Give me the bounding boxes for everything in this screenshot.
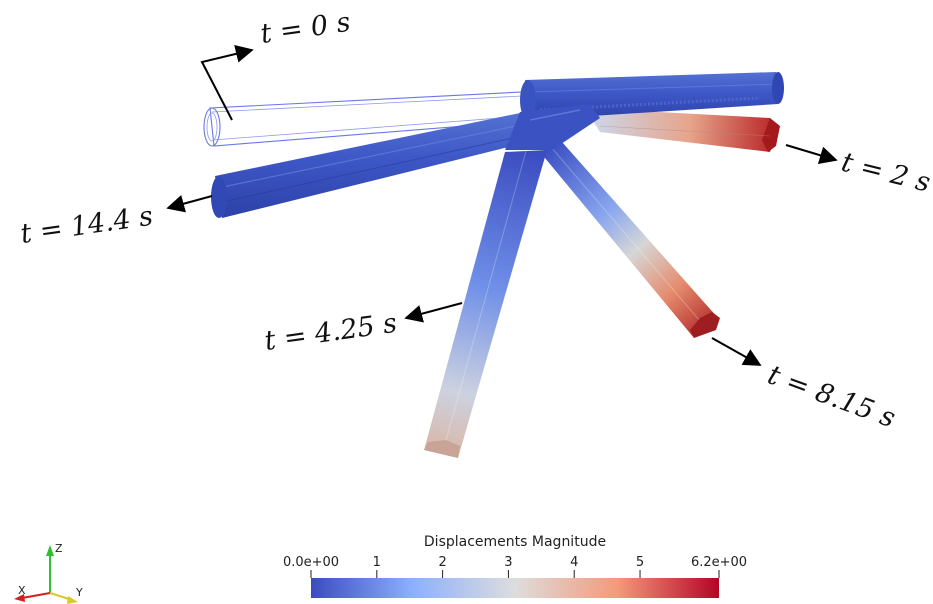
z-axis-arrow: [46, 545, 54, 556]
colorbar-gradient: [311, 578, 719, 598]
annotation-t14: t = 14.4 s: [19, 195, 213, 250]
colorbar-tick-label: 3: [504, 555, 512, 570]
color-legend: Displacements Magnitude 0.0e+00 1 2 3 4 5 6.2e…: [283, 534, 747, 598]
annotation-t0: t = 0 s: [200, 7, 353, 121]
axis-label-y: Y: [75, 586, 83, 599]
colorbar-tick-label: 6.2e+00: [691, 555, 747, 570]
colorbar-tick-label: 2: [438, 555, 446, 570]
label-t4: t = 4.25 s: [263, 308, 399, 357]
colorbar-tick-label: 0.0e+00: [283, 555, 339, 570]
tube-t2: [585, 108, 780, 152]
axis-label-x: X: [18, 584, 26, 597]
annotation-t8: t = 8.15 s: [711, 337, 900, 434]
tube-t8: [540, 142, 720, 338]
axes-triad: Z X Y: [14, 542, 83, 604]
colorbar-tick-label: 5: [636, 555, 644, 570]
label-t0: t = 0 s: [259, 7, 353, 50]
annotation-t2: t = 2 s: [785, 144, 933, 199]
tube-t4: [424, 150, 547, 458]
label-t2: t = 2 s: [838, 147, 933, 199]
axis-label-z: Z: [55, 542, 63, 555]
colorbar-tick-label: 4: [570, 555, 578, 570]
label-t14: t = 14.4 s: [19, 201, 155, 250]
x-axis-arrow: [14, 594, 25, 602]
annotation-t4: t = 4.25 s: [263, 302, 463, 357]
tube-hub: [505, 104, 600, 150]
colorbar-title: Displacements Magnitude: [424, 534, 606, 550]
colorbar-ticks: 0.0e+00 1 2 3 4 5 6.2e+00: [283, 555, 747, 578]
tube-t14: [211, 112, 545, 218]
label-t8: t = 8.15 s: [764, 359, 900, 434]
y-axis-arrow: [67, 596, 78, 604]
colorbar-tick-label: 1: [373, 555, 381, 570]
